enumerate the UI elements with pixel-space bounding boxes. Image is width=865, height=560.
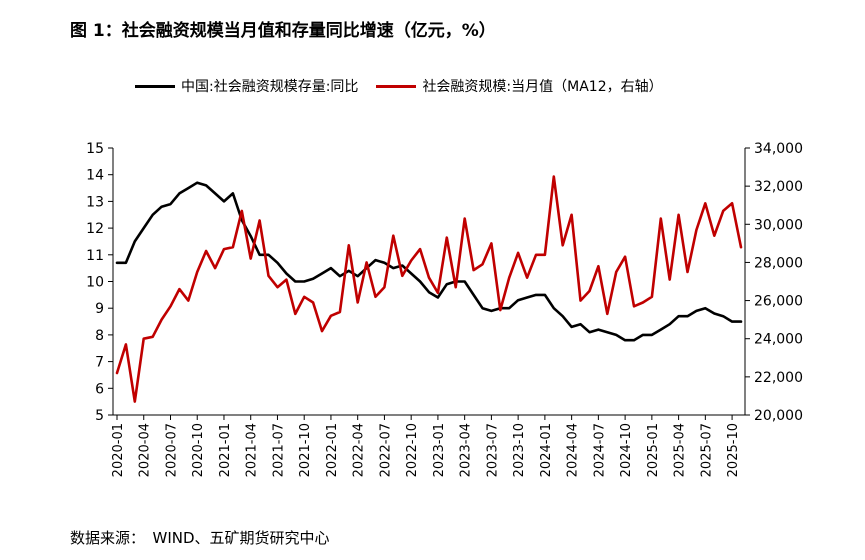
legend-label-stock: 中国:社会融资规模存量:同比 bbox=[181, 79, 359, 95]
y-left-tick-label: 13 bbox=[86, 194, 104, 210]
series-line-stock-yoy bbox=[115, 181, 743, 342]
series-layer bbox=[115, 175, 743, 403]
y-left-tick-label: 9 bbox=[95, 301, 104, 317]
y-left-tick-label: 7 bbox=[95, 355, 104, 371]
x-tick-label: 2021-04 bbox=[245, 423, 260, 477]
x-tick-label: 2024-10 bbox=[619, 423, 634, 477]
legend-swatch-red bbox=[376, 84, 417, 88]
source-note: 数据来源： WIND、五矿期货研究中心 bbox=[70, 529, 330, 547]
y-right-tick-label: 20,000 bbox=[754, 408, 803, 424]
legend-label-monthly: 社会融资规模:当月值（MA12，右轴） bbox=[422, 79, 663, 95]
y-right-tick-label: 32,000 bbox=[754, 179, 803, 195]
x-tick-label: 2020-10 bbox=[191, 423, 206, 477]
x-tick-label: 2022-10 bbox=[405, 423, 420, 477]
y-left-tick-label: 15 bbox=[86, 141, 104, 157]
x-tick-label: 2024-04 bbox=[566, 423, 581, 477]
axes: 5 6 7 8 9 10 11 12 13 14 15 20,000 22,000 24,000 26,00… bbox=[86, 141, 803, 477]
x-tick-label: 2024-07 bbox=[592, 423, 607, 477]
x-tick-label: 2021-10 bbox=[298, 423, 313, 477]
y-left-tick-label: 11 bbox=[86, 248, 104, 264]
y-left-tick-label: 12 bbox=[86, 221, 104, 237]
legend-swatch-black bbox=[135, 84, 175, 88]
x-tick-label: 2020-01 bbox=[111, 423, 126, 477]
y-right-tick-label: 34,000 bbox=[754, 141, 803, 157]
x-tick-label: 2023-04 bbox=[459, 423, 474, 477]
x-tick-label: 2020-07 bbox=[164, 423, 179, 477]
series-line-monthly-ma12 bbox=[115, 175, 743, 403]
legend-item-stock: 中国:社会融资规模存量:同比 bbox=[135, 76, 358, 96]
y-right-tick-label: 24,000 bbox=[754, 332, 803, 348]
y-right-tick-label: 28,000 bbox=[754, 255, 803, 271]
x-tick-label: 2023-10 bbox=[512, 423, 527, 477]
y-left-tick-label: 6 bbox=[95, 381, 104, 397]
x-tick-label: 2021-01 bbox=[218, 423, 233, 477]
y-left-tick-label: 5 bbox=[95, 408, 104, 424]
x-tick-label: 2025-01 bbox=[646, 423, 661, 477]
y-left-tick-label: 14 bbox=[86, 168, 104, 184]
x-tick-label: 2025-07 bbox=[699, 423, 714, 477]
y-right-tick-label: 22,000 bbox=[754, 370, 803, 386]
x-tick-label: 2022-04 bbox=[352, 423, 367, 477]
x-tick-label: 2024-01 bbox=[539, 423, 554, 477]
y-left-tick-label: 10 bbox=[86, 275, 104, 291]
x-tick-label: 2023-07 bbox=[485, 423, 500, 477]
x-tick-label: 2021-07 bbox=[271, 423, 286, 477]
x-tick-label: 2023-01 bbox=[432, 423, 447, 477]
x-tick-label: 2022-01 bbox=[325, 423, 340, 477]
legend-item-monthly: 社会融资规模:当月值（MA12，右轴） bbox=[376, 76, 663, 96]
y-right-tick-label: 30,000 bbox=[754, 217, 803, 233]
x-tick-label: 2022-07 bbox=[378, 423, 393, 477]
x-tick-label: 2020-04 bbox=[138, 423, 153, 477]
y-right-tick-label: 26,000 bbox=[754, 294, 803, 310]
x-tick-label: 2025-10 bbox=[726, 423, 741, 477]
legend: 中国:社会融资规模存量:同比 社会融资规模:当月值（MA12，右轴） bbox=[135, 76, 681, 96]
y-left-tick-label: 8 bbox=[95, 328, 104, 344]
x-tick-label: 2025-04 bbox=[673, 423, 688, 477]
chart-title: 图 1：社会融资规模当月值和存量同比增速（亿元，%） bbox=[70, 21, 496, 41]
